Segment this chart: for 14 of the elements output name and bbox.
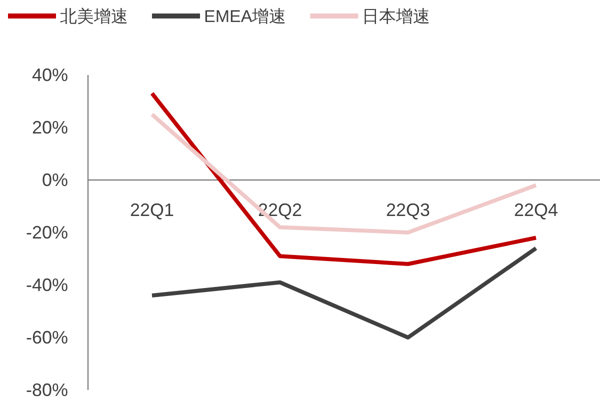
y-tick-label: -40% [26,275,68,295]
legend-label: 北美增速 [60,7,128,26]
y-tick-label: -20% [26,222,68,242]
x-tick-label: 22Q1 [130,200,174,220]
y-tick-label: 40% [32,65,68,85]
y-tick-label: 0% [42,170,68,190]
y-tick-label: -80% [26,380,68,400]
y-tick-label: 20% [32,118,68,138]
x-tick-label: 22Q3 [386,200,430,220]
y-tick-label: -60% [26,328,68,348]
x-tick-label: 22Q4 [514,200,558,220]
legend-label: 日本增速 [362,7,430,26]
line-series [150,246,538,340]
legend-label: EMEA增速 [204,7,286,26]
